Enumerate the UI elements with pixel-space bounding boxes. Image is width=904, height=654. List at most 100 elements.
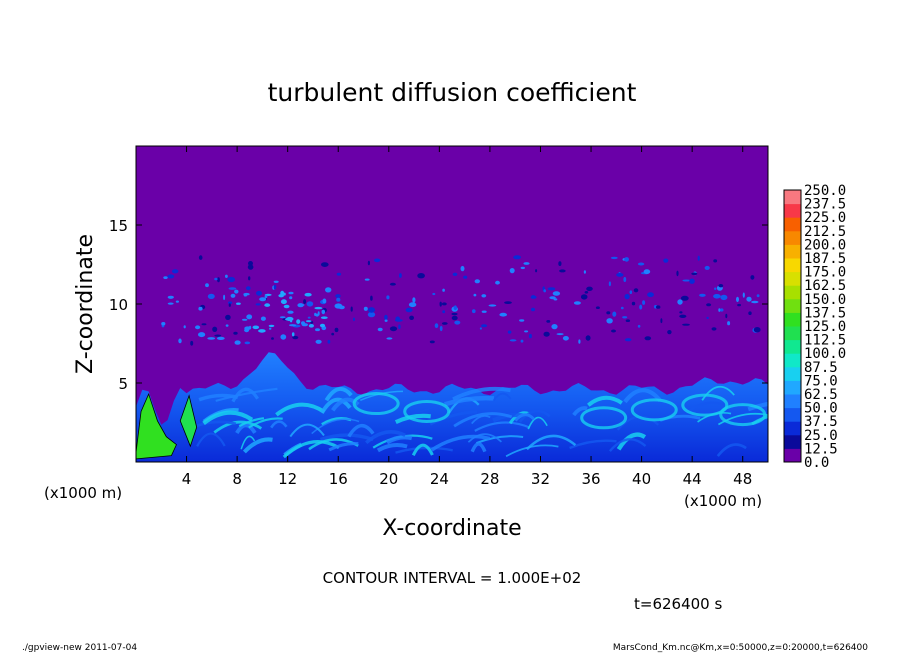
turbulence-streak	[474, 421, 531, 432]
turbulence-blob	[453, 305, 457, 311]
turbulence-blob	[322, 298, 327, 304]
turbulence-blob	[637, 324, 641, 328]
turbulence-blob	[287, 310, 294, 314]
turbulence-streak	[385, 434, 413, 445]
turbulence-blob	[756, 294, 760, 298]
turbulence-blob	[474, 279, 480, 284]
turbulence-blob	[234, 289, 239, 294]
turbulence-blob	[473, 293, 477, 297]
colorbar-swatch	[784, 339, 801, 354]
colorbar-swatch	[784, 298, 801, 313]
turbulence-streak	[376, 443, 408, 453]
turbulence-blob	[246, 286, 251, 291]
turbulence-streak	[198, 393, 239, 402]
turbulence-blob	[751, 300, 759, 304]
turbulence-streak	[453, 412, 513, 428]
turbulence-blob	[248, 261, 253, 266]
colorbar-label: 137.5	[804, 305, 846, 321]
turbulence-blob	[711, 327, 717, 331]
turbulence-blob	[559, 269, 566, 273]
turbulence-streak	[623, 388, 662, 404]
turbulence-blob	[451, 315, 458, 321]
turbulence-blob	[283, 292, 286, 296]
colorbar-label: 37.5	[804, 414, 838, 430]
turbulence-blob	[727, 321, 731, 326]
turbulence-blob	[547, 287, 556, 291]
turbulence-blob	[513, 255, 521, 260]
turbulence-blob	[660, 318, 663, 324]
turbulence-blob	[334, 303, 343, 309]
turbulence-blob	[625, 319, 631, 323]
turbulence-blob	[742, 292, 745, 298]
turbulence-blob	[679, 314, 687, 318]
turbulence-blob	[167, 295, 174, 299]
turbulence-blob	[472, 309, 476, 314]
colorbar-label: 250.0	[804, 183, 846, 199]
turbulence-blob	[481, 310, 487, 313]
turbulence-blob	[384, 314, 388, 320]
colorbar-label: 175.0	[804, 265, 846, 281]
turbulence-blob	[374, 258, 381, 263]
turbulence-blob	[507, 330, 512, 334]
turbulence-blob	[297, 303, 304, 308]
turbulence-blob	[405, 307, 413, 313]
turbulence-streak	[196, 432, 226, 447]
turbulence-blob	[377, 327, 383, 332]
turbulence-blob	[583, 270, 587, 274]
turbulence-blob	[586, 286, 593, 291]
turbulence-blob	[549, 296, 556, 300]
colorbar-swatch	[784, 380, 801, 395]
x-tick-label: 20	[379, 470, 398, 488]
turbulence-blob	[334, 327, 339, 333]
turbulence-blob	[610, 256, 618, 260]
turbulence-streak	[444, 395, 495, 407]
turbulence-streak	[275, 402, 326, 417]
turbulence-blob	[682, 323, 690, 326]
turbulence-blob	[246, 314, 253, 320]
turbulence-blob	[629, 290, 633, 295]
turbulence-blob	[631, 301, 636, 306]
turbulence-blob	[679, 311, 683, 314]
turbulence-blob	[269, 327, 272, 330]
turbulence-blob	[207, 337, 216, 340]
turbulence-blob	[429, 340, 435, 344]
turbulence-blob	[676, 270, 679, 277]
turbulence-blob	[606, 311, 611, 315]
turbulence-blob	[624, 338, 632, 342]
turbulence-blob	[714, 287, 717, 291]
turbulence-blob	[637, 262, 645, 266]
turbulence-blob	[304, 292, 312, 297]
colorbar-swatch	[784, 244, 801, 259]
x-unit-right: (x1000 m)	[684, 492, 762, 510]
turbulence-blob	[451, 312, 458, 316]
turbulence-blob	[386, 295, 390, 300]
turbulence-blob	[647, 292, 654, 298]
turbulence-blob	[616, 273, 624, 277]
turbulence-streak	[452, 386, 511, 401]
turbulence-blob	[228, 301, 233, 305]
turbulence-blob	[720, 294, 728, 301]
turbulence-blob	[398, 324, 401, 330]
time-stamp-text: t=626400 s	[634, 595, 722, 613]
turbulence-blob	[481, 294, 487, 298]
turbulence-blob	[706, 316, 709, 320]
turbulence-blob	[439, 301, 442, 307]
turbulence-blob	[642, 300, 646, 305]
turbulence-blob	[520, 339, 524, 343]
turbulence-blob	[264, 294, 268, 299]
turbulence-blob	[234, 340, 241, 345]
turbulence-blob	[214, 334, 222, 337]
turbulence-swirl	[580, 406, 628, 430]
colorbar-swatch	[784, 190, 801, 205]
turbulence-blob	[198, 255, 203, 260]
turbulence-streak	[467, 433, 502, 443]
turbulence-blob	[520, 266, 525, 270]
turbulence-blob	[633, 288, 639, 293]
turbulence-blob	[230, 293, 236, 298]
turbulence-streak	[319, 433, 374, 442]
turbulence-streak	[616, 432, 647, 451]
turbulence-streak	[331, 397, 360, 412]
colorbar-swatch	[784, 230, 801, 245]
turbulence-streak	[527, 416, 548, 430]
turbulence-blob	[247, 264, 254, 270]
